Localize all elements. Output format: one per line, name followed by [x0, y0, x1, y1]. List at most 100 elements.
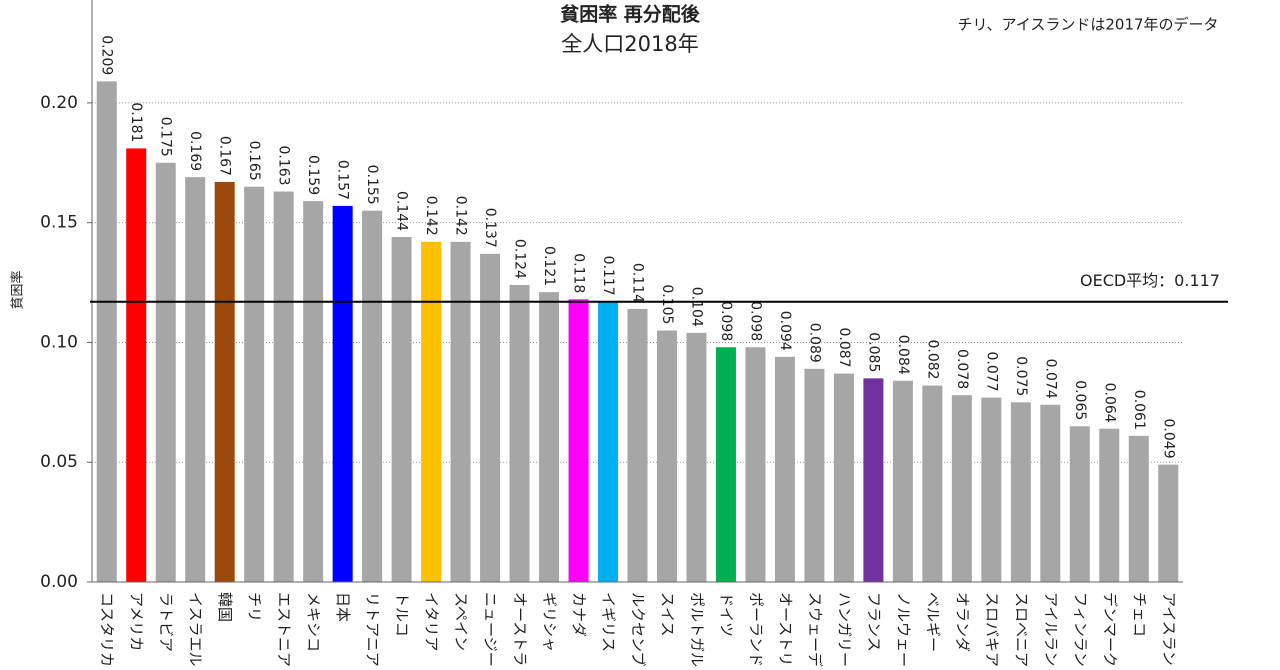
bar — [892, 380, 913, 582]
reference-label: OECD平均：0.117 — [1080, 271, 1220, 290]
value-label: 0.137 — [482, 208, 498, 248]
bar — [539, 292, 560, 582]
value-label: 0.089 — [806, 323, 822, 363]
value-label: 0.124 — [512, 239, 528, 279]
value-label: 0.064 — [1101, 383, 1117, 423]
value-label: 0.163 — [276, 145, 292, 185]
value-label: 0.144 — [394, 191, 410, 231]
x-tick-label: ハンガリー — [835, 592, 853, 667]
x-tick-label: スロバキア — [983, 592, 1001, 667]
x-tick-label: ルクセンブ — [629, 592, 647, 667]
x-tick-label: ギリシャ — [541, 592, 559, 652]
value-label: 0.061 — [1131, 390, 1147, 430]
x-tick-label: スロベニア — [1012, 592, 1030, 667]
bar — [332, 205, 353, 582]
value-label: 0.167 — [217, 136, 233, 176]
value-label: 0.049 — [1160, 419, 1176, 459]
x-tick-label: アメリカ — [128, 592, 146, 651]
x-tick-label: デンマーク — [1101, 592, 1119, 667]
bar — [568, 299, 589, 582]
bar — [421, 241, 442, 582]
value-label: 0.159 — [305, 155, 321, 195]
value-label: 0.165 — [246, 141, 262, 181]
value-label: 0.087 — [836, 328, 852, 368]
value-label: 0.077 — [983, 351, 999, 391]
x-tick-label: ベルギー — [924, 592, 942, 652]
x-tick-label: イギリス — [600, 592, 618, 652]
bar — [656, 330, 677, 582]
bar — [362, 210, 383, 583]
x-tick-label: アイスラン — [1160, 592, 1178, 666]
x-tick-label: オランダ — [953, 592, 971, 652]
bar — [833, 373, 854, 582]
value-label: 0.084 — [895, 335, 911, 375]
bar — [155, 162, 176, 582]
value-label: 0.175 — [158, 117, 174, 157]
bar — [214, 181, 235, 582]
x-tick-label: メキシコ — [305, 592, 323, 652]
x-tick-label: エストニア — [275, 592, 293, 667]
x-tick-label: 日本 — [334, 592, 352, 622]
x-tick-label: スペイン — [452, 592, 470, 651]
bar — [686, 332, 707, 582]
bar — [126, 148, 147, 582]
x-tick-label: リトアニア — [364, 592, 382, 667]
bar — [303, 201, 324, 582]
y-tick-label: 0.00 — [40, 572, 78, 592]
x-tick-label: フランス — [865, 592, 883, 652]
x-tick-label: イタリア — [423, 592, 441, 651]
bar — [922, 385, 943, 582]
x-tick-label: チェコ — [1130, 592, 1148, 637]
bar — [627, 308, 648, 582]
value-label: 0.074 — [1042, 359, 1058, 399]
bar — [391, 237, 412, 582]
bar — [804, 368, 825, 582]
x-tick-label: ドイツ — [717, 592, 735, 637]
y-tick-label: 0.15 — [40, 213, 78, 233]
x-tick-label: スウェーデ — [806, 592, 824, 667]
value-label: 0.155 — [364, 165, 380, 205]
bar — [1158, 464, 1179, 582]
chart-title: 貧困率 再分配後 — [560, 3, 701, 26]
value-label: 0.105 — [659, 284, 675, 324]
x-tick-label: スイス — [658, 592, 676, 637]
value-label: 0.075 — [1013, 356, 1029, 396]
y-axis-label: 貧困率 — [10, 270, 26, 309]
bar — [774, 356, 795, 582]
value-label: 0.078 — [954, 349, 970, 389]
x-tick-label: ポーランド — [747, 592, 765, 667]
bar — [1128, 435, 1149, 582]
bar — [1010, 402, 1031, 582]
bar — [96, 81, 117, 582]
bar — [745, 347, 766, 582]
x-tick-label: 韓国 — [216, 592, 234, 622]
bar — [1040, 404, 1061, 582]
x-tick-label: カナダ — [570, 592, 588, 637]
bar — [951, 395, 972, 582]
value-label: 0.117 — [600, 256, 616, 296]
bar — [185, 177, 206, 582]
bar — [450, 241, 471, 582]
value-label: 0.114 — [630, 263, 646, 303]
bar — [273, 191, 294, 583]
x-tick-label: ニュージー — [482, 592, 500, 667]
annotation: チリ、アイスランドは2017年のデータ — [957, 16, 1218, 34]
x-tick-label: トルコ — [393, 592, 411, 637]
x-tick-label: アイルラン — [1042, 592, 1060, 666]
bar — [715, 347, 736, 582]
value-label: 0.121 — [541, 246, 557, 286]
value-label: 0.094 — [777, 311, 793, 351]
value-label: 0.098 — [747, 301, 763, 341]
bar — [244, 186, 265, 582]
y-tick-label: 0.05 — [40, 452, 78, 472]
bar — [863, 378, 884, 582]
y-tick-label: 0.10 — [40, 332, 78, 352]
value-label: 0.169 — [187, 131, 203, 171]
bar — [509, 284, 530, 582]
x-tick-label: コスタリカ — [98, 592, 116, 667]
chart-subtitle: 全人口2018年 — [561, 32, 698, 56]
x-tick-label: ノルウェー — [894, 592, 912, 667]
value-label: 0.082 — [924, 339, 940, 379]
bar — [598, 301, 619, 582]
